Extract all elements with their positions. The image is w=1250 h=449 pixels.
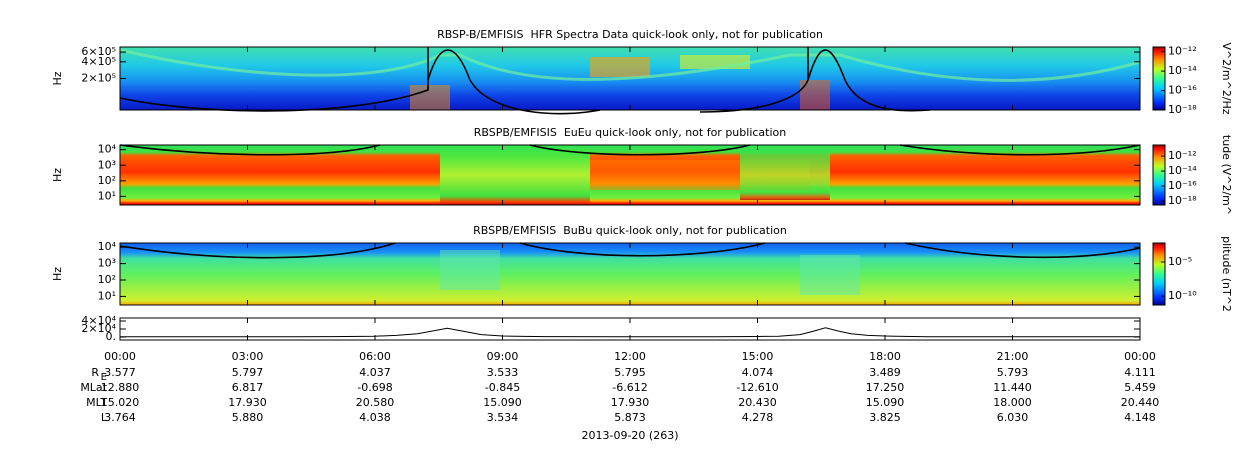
ephemeris-value: -12.610: [736, 381, 778, 394]
x-tick-label: 15:00: [742, 350, 774, 363]
y-tick-label: 10²: [98, 273, 116, 286]
ephemeris-value: 20.430: [738, 396, 777, 409]
ephemeris-value: -0.698: [357, 381, 392, 394]
x-tick-label: 00:00: [1124, 350, 1156, 363]
ephemeris-value: 3.825: [869, 411, 901, 424]
ephemeris-sub: E: [101, 372, 107, 383]
ephemeris-value: 17.250: [866, 381, 905, 394]
ephemeris-value: 4.038: [359, 411, 391, 424]
colorbar-tick-label: 10⁻¹⁸: [1168, 194, 1197, 207]
spectrogram-image: [119, 47, 1141, 115]
x-tick-label: 18:00: [869, 350, 901, 363]
x-tick-label: 21:00: [997, 350, 1029, 363]
ephemeris-value: 20.440: [1121, 396, 1160, 409]
x-tick-label: 06:00: [359, 350, 391, 363]
colorbar-tick-label: 10⁻¹⁴: [1168, 164, 1197, 177]
y-tick-label: 4×10⁴: [81, 314, 116, 327]
colorbar: [1152, 46, 1166, 111]
colorbar: [1152, 144, 1166, 206]
ephemeris-value: 6.030: [997, 411, 1029, 424]
y-tick-label: 4×10⁵: [81, 55, 116, 68]
ephemeris-value: 4.074: [742, 366, 774, 379]
ephemeris-value: 5.873: [614, 411, 646, 424]
ephemeris-value: 5.459: [1124, 381, 1156, 394]
x-tick-label: 00:00: [104, 350, 136, 363]
y-tick-label: 2×10⁵: [81, 71, 116, 84]
colorbar-label: plitude (nT^2: [1220, 236, 1233, 312]
colorbar-tick-label: 10⁻¹⁶: [1168, 179, 1197, 192]
ephemeris-value: 17.930: [611, 396, 650, 409]
spectrogram-image: [119, 242, 1141, 305]
y-tick-label: 10²: [98, 174, 116, 187]
colorbar-tick-label: 10⁻¹²: [1168, 149, 1197, 162]
ephemeris-value: 5.880: [232, 411, 264, 424]
y-tick-label: 10¹: [98, 289, 116, 302]
y-tick-label: 10¹: [98, 189, 116, 202]
ephemeris-value: -6.612: [612, 381, 647, 394]
ephemeris-value: 20.580: [356, 396, 395, 409]
ephemeris-value: 17.930: [228, 396, 267, 409]
x-tick-label: 09:00: [487, 350, 519, 363]
date-label: 2013-09-20 (263): [581, 429, 678, 442]
ephemeris-value: 5.793: [997, 366, 1029, 379]
colorbar-tick-label: 10⁻¹⁴: [1168, 64, 1197, 77]
y-axis-label: Hz: [51, 267, 64, 281]
ephemeris-value: 15.090: [866, 396, 905, 409]
ephemeris-value: 3.577: [104, 366, 136, 379]
y-axis-label: Hz: [51, 71, 64, 85]
ephemeris-value: 5.795: [614, 366, 646, 379]
panel-title: RBSPB/EMFISIS BuBu quick-look only, not …: [473, 224, 787, 237]
x-tick-label: 03:00: [232, 350, 264, 363]
y-tick-label: 0.: [106, 330, 117, 343]
colorbar-tick-label: 10⁻¹⁶: [1168, 84, 1197, 97]
ephemeris-value: 15.090: [483, 396, 522, 409]
ephemeris-label: R: [91, 366, 99, 379]
colorbar: [1152, 242, 1166, 306]
ephemeris-value: 4.037: [359, 366, 391, 379]
y-tick-label: 10⁴: [98, 240, 117, 253]
colorbar-tick-label: 10⁻⁵: [1168, 255, 1192, 268]
ephemeris-value: 4.278: [742, 411, 774, 424]
spectrogram-image: [119, 144, 1141, 205]
ephemeris-value: 3.533: [487, 366, 519, 379]
ephemeris-value: 15.020: [101, 396, 140, 409]
ephemeris-value: 5.797: [232, 366, 264, 379]
y-tick-label: 10³: [98, 257, 116, 270]
ephemeris-value: 12.880: [101, 381, 140, 394]
colorbar-label: V^2/m^2/Hz: [1220, 42, 1233, 114]
ephemeris-value: -0.845: [485, 381, 520, 394]
colorbar-tick-label: 10⁻¹⁰: [1168, 289, 1197, 302]
ephemeris-value: 3.764: [104, 411, 136, 424]
y-tick-label: 10⁴: [98, 143, 117, 156]
ephemeris-value: 6.817: [232, 381, 264, 394]
ephemeris-label: MLat: [80, 381, 107, 394]
colorbar-label: tude (V^2/m^: [1220, 135, 1233, 215]
ephemeris-value: 3.534: [487, 411, 519, 424]
colorbar-tick-label: 10⁻¹²: [1168, 45, 1197, 58]
ephemeris-value: 11.440: [993, 381, 1032, 394]
data-line: [120, 327, 1140, 338]
colorbar-tick-label: 10⁻¹⁸: [1168, 103, 1197, 116]
panel-title: RBSP-B/EMFISIS HFR Spectra Data quick-lo…: [437, 28, 823, 41]
panel-title: RBSPB/EMFISIS EuEu quick-look only, not …: [474, 126, 787, 139]
x-tick-label: 12:00: [614, 350, 646, 363]
ephemeris-label: MLT: [86, 396, 107, 409]
y-tick-label: 10³: [98, 158, 116, 171]
ephemeris-value: 4.111: [1124, 366, 1156, 379]
ephemeris-value: 3.489: [869, 366, 901, 379]
y-tick-label: 6×10⁵: [81, 45, 116, 58]
ephemeris-label: L: [101, 411, 108, 424]
ephemeris-value: 4.148: [1124, 411, 1156, 424]
y-axis-label: Hz: [51, 168, 64, 182]
ephemeris-value: 18.000: [993, 396, 1032, 409]
y-tick-label: 2×10⁴: [81, 322, 116, 335]
